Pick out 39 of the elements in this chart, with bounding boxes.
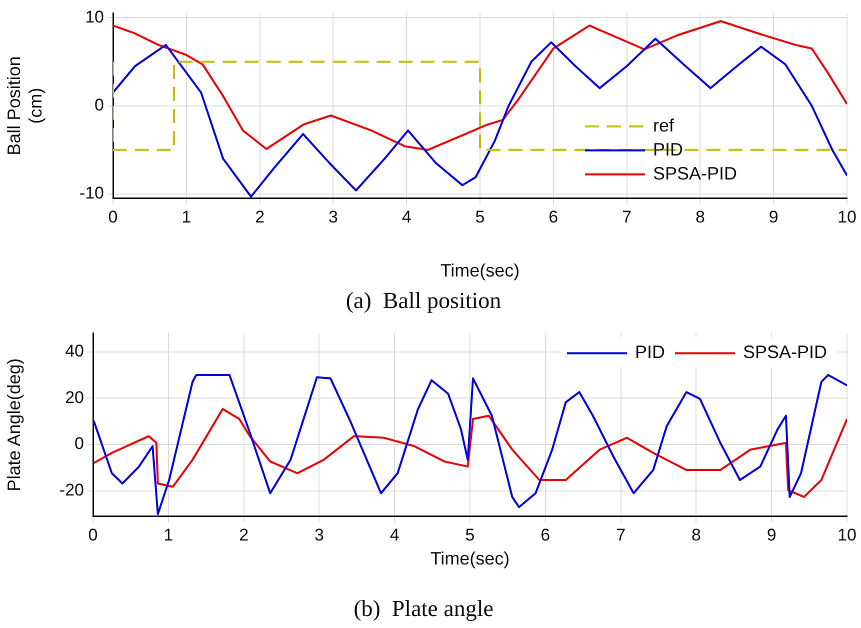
x-tick-label: 9 xyxy=(766,525,776,544)
legend-label: ref xyxy=(652,115,675,136)
x-tick-label: 4 xyxy=(402,207,412,226)
x-tick-label: 2 xyxy=(255,207,265,226)
x-axis-title: Time(sec) xyxy=(440,260,520,281)
x-tick-label: 0 xyxy=(108,207,118,226)
x-tick-label: 1 xyxy=(182,207,192,226)
y-axis-title: Plate Angle(deg) xyxy=(4,358,24,492)
x-axis-title: Time(sec) xyxy=(430,548,510,569)
y-tick-label: 10 xyxy=(85,7,104,26)
y-tick-label: 0 xyxy=(74,434,84,454)
x-tick-label: 6 xyxy=(540,525,550,544)
x-tick-label: 7 xyxy=(622,207,632,226)
x-tick-label: 6 xyxy=(548,207,558,226)
x-tick-label: 7 xyxy=(616,525,626,544)
legend-label: SPSA-PID xyxy=(652,163,738,184)
legend-label: PID xyxy=(634,342,665,362)
y-tick-label: 20 xyxy=(65,388,84,407)
x-tick-label: 3 xyxy=(328,207,338,226)
y-tick-label: 0 xyxy=(94,95,104,114)
x-tick-label: 4 xyxy=(390,525,400,544)
y-tick-label: -10 xyxy=(79,184,104,203)
y-tick-label: 40 xyxy=(65,341,84,360)
x-tick-label: 10 xyxy=(838,525,856,544)
x-tick-label: 10 xyxy=(838,207,856,226)
legend-label: SPSA-PID xyxy=(742,342,828,362)
x-tick-label: 5 xyxy=(465,525,475,544)
x-tick-label: 8 xyxy=(691,525,701,544)
x-tick-label: 5 xyxy=(475,207,485,226)
y-tick-label: -20 xyxy=(59,480,84,500)
x-tick-label: 2 xyxy=(239,525,249,544)
x-tick-label: 3 xyxy=(314,525,324,544)
y-axis-title: Ball Position (cm) xyxy=(4,56,46,156)
x-tick-label: 1 xyxy=(164,525,174,544)
x-tick-label: 8 xyxy=(695,207,705,226)
x-tick-label: 9 xyxy=(768,207,778,226)
text: (b) Plate angle xyxy=(354,596,494,622)
text: (a) Ball position xyxy=(346,288,502,314)
legend-label: PID xyxy=(652,139,683,160)
